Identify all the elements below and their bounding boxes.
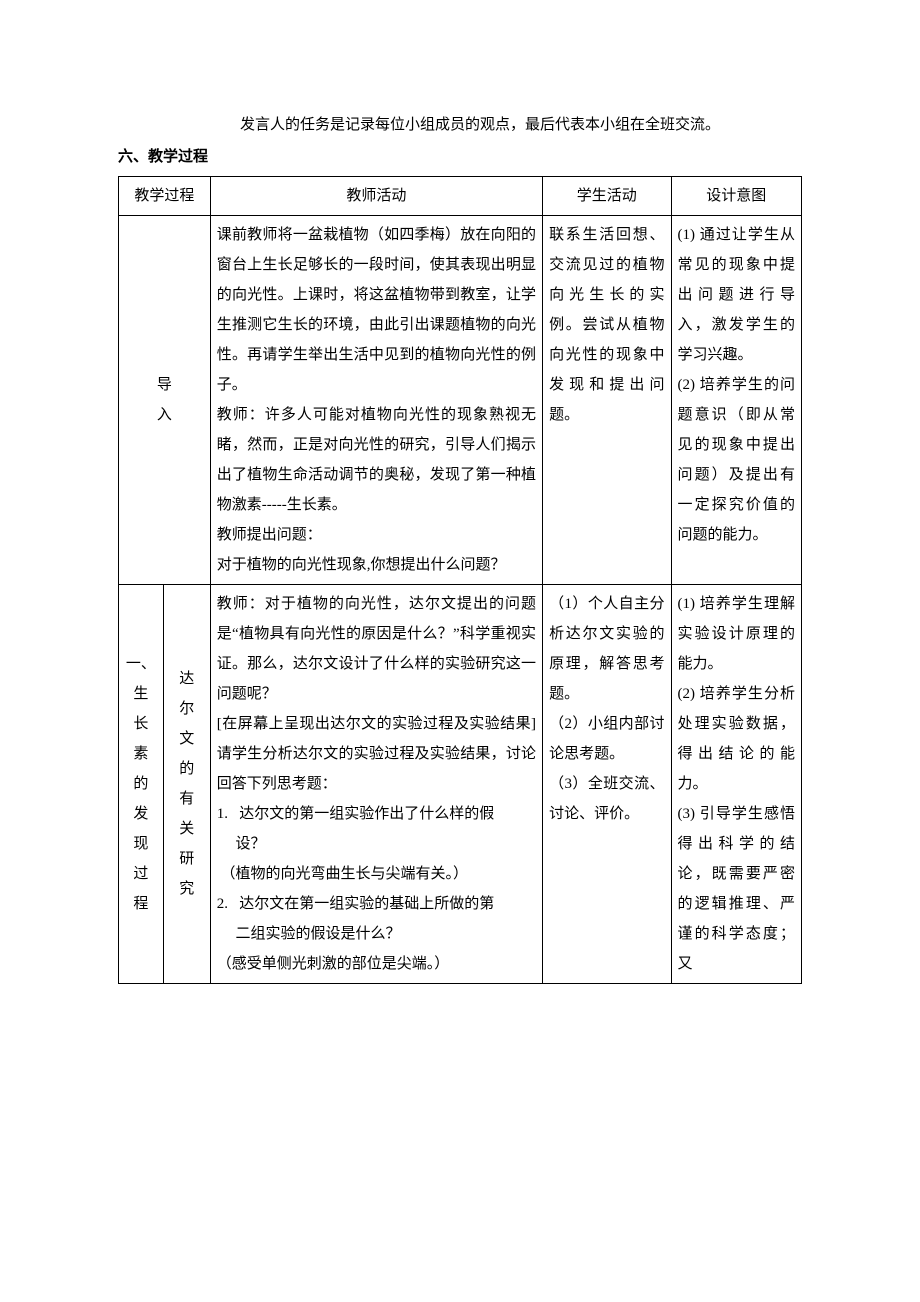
col-teacher: 教师活动 xyxy=(210,177,542,216)
col-student: 学生活动 xyxy=(543,177,671,216)
table-header-row: 教学过程 教师活动 学生活动 设计意图 xyxy=(119,177,802,216)
top-paragraph: 发言人的任务是记录每位小组成员的观点，最后代表本小组在全班交流。 xyxy=(210,110,802,140)
row-darwin: 一、生长素的发现过程 达尔文的有关研究 教师：对于植物的向光性，达尔文提出的问题… xyxy=(119,585,802,984)
page: 发言人的任务是记录每位小组成员的观点，最后代表本小组在全班交流。 六、教学过程 … xyxy=(0,0,920,1024)
teaching-process-table: 教学过程 教师活动 学生活动 设计意图 导入 课前教师将一盆栽植物（如四季梅）放… xyxy=(118,176,802,984)
stage-darwin-label: 达尔文的有关研究 xyxy=(163,585,210,984)
stage-intro-label: 导入 xyxy=(119,216,211,585)
section-heading: 六、教学过程 xyxy=(118,142,802,172)
stage-discovery-label: 一、生长素的发现过程 xyxy=(119,585,164,984)
darwin-intent: (1) 培养学生理解实验设计原理的能力。 (2) 培养学生分析处理实验数据，得出… xyxy=(671,585,802,984)
darwin-teacher: 教师：对于植物的向光性，达尔文提出的问题是“植物具有向光性的原因是什么？”科学重… xyxy=(210,585,542,984)
intro-student: 联系生活回想、交流见过的植物向光生长的实例。尝试从植物向光性的现象中发现和提出问… xyxy=(543,216,671,585)
col-intent: 设计意图 xyxy=(671,177,802,216)
intro-teacher: 课前教师将一盆栽植物（如四季梅）放在向阳的窗台上生长足够长的一段时间，使其表现出… xyxy=(210,216,542,585)
darwin-student: （1）个人自主分析达尔文实验的原理，解答思考题。 （2）小组内部讨论思考题。 （… xyxy=(543,585,671,984)
col-process: 教学过程 xyxy=(119,177,211,216)
row-intro: 导入 课前教师将一盆栽植物（如四季梅）放在向阳的窗台上生长足够长的一段时间，使其… xyxy=(119,216,802,585)
intro-intent: (1) 通过让学生从常见的现象中提出问题进行导入，激发学生的学习兴趣。 (2) … xyxy=(671,216,802,585)
